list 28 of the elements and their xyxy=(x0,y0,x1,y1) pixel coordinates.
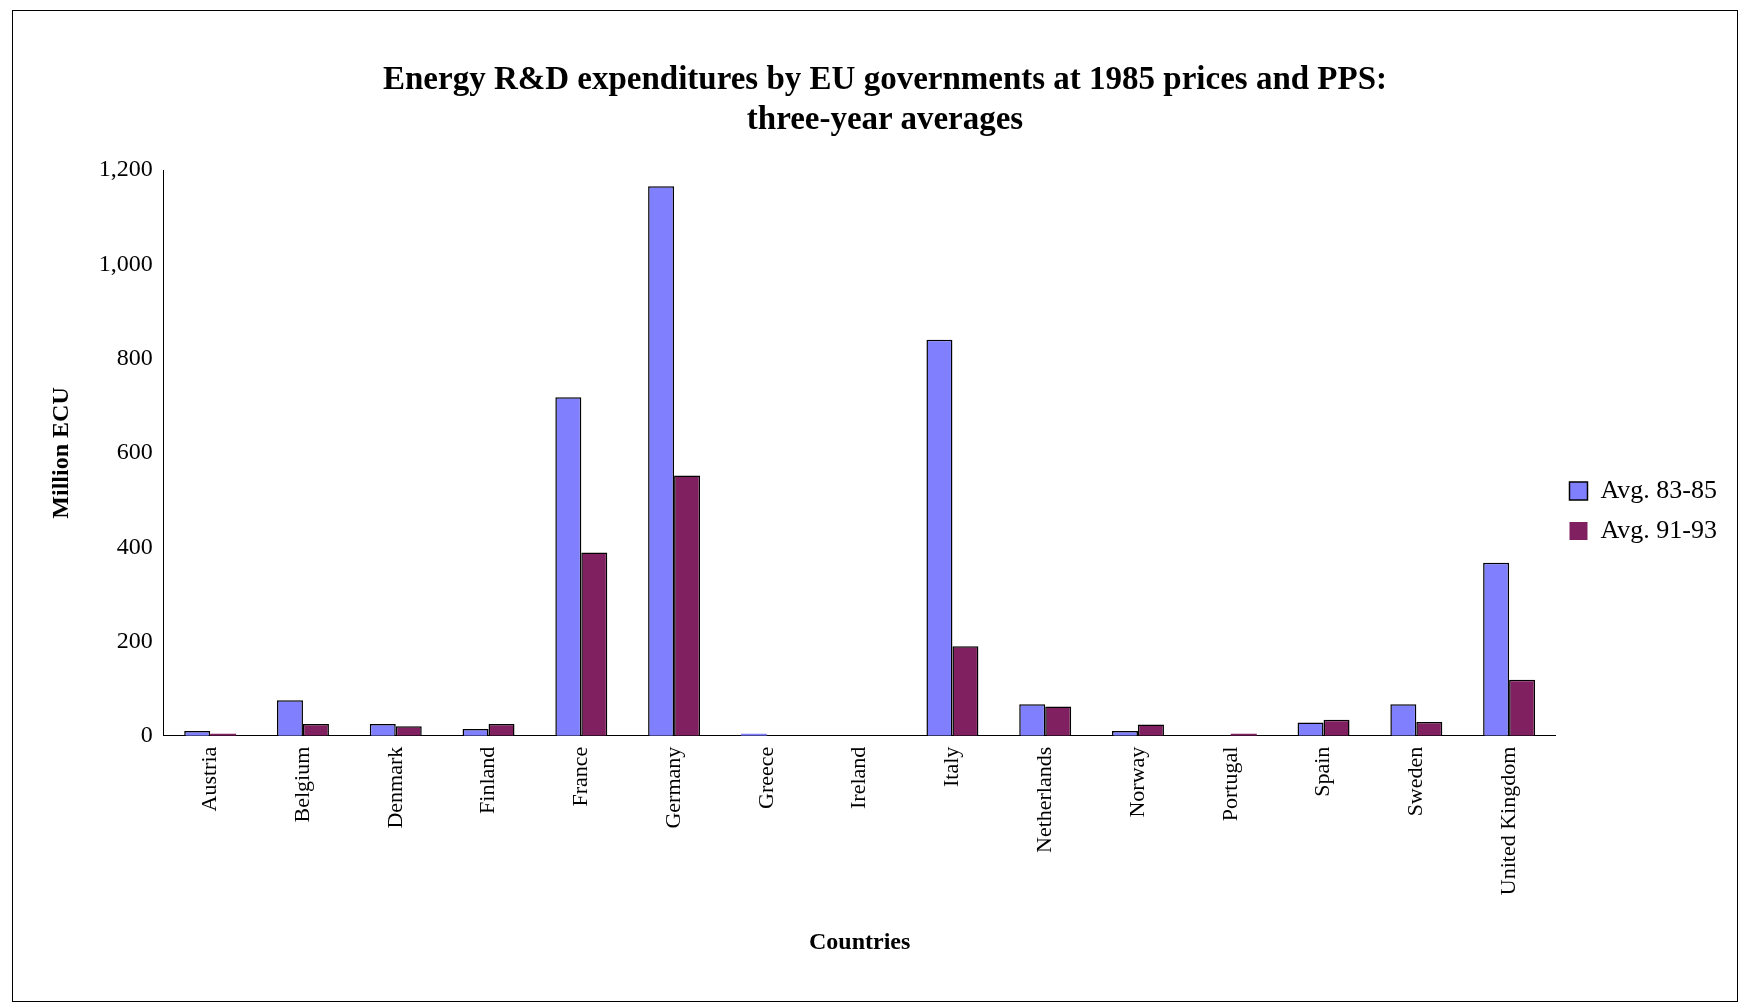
x-tick-label: Netherlands xyxy=(1030,746,1056,854)
y-tick-label: 1,200 xyxy=(98,155,153,182)
x-tick-label: Greece xyxy=(752,746,778,809)
x-tick-label: Italy xyxy=(938,746,964,788)
text: Energy R&D expenditures by EU governments at 1985 prices and PPS: xyxy=(382,60,1388,97)
x-tick-label: Portugal xyxy=(1216,746,1242,822)
x-tick-label: France xyxy=(567,746,593,807)
y-tick-label: 0 xyxy=(140,721,153,748)
x-tick-label: Austria xyxy=(195,746,221,812)
x-tick-label: Germany xyxy=(659,746,685,829)
text: three-year averages xyxy=(746,99,1024,136)
legend-label: Avg. 91-93 xyxy=(1600,514,1718,544)
y-axis-title: Million ECU xyxy=(46,387,73,519)
x-tick-label: Ireland xyxy=(845,746,871,810)
x-tick-label: Finland xyxy=(474,746,500,814)
y-tick-label: 400 xyxy=(116,532,153,559)
y-tick-label: 200 xyxy=(116,626,153,653)
x-tick-label: Norway xyxy=(1123,746,1149,818)
legend-label: Avg. 83-85 xyxy=(1600,474,1718,504)
x-tick-label: Sweden xyxy=(1402,746,1428,817)
y-tick-label: 600 xyxy=(116,438,153,465)
x-tick-label: Belgium xyxy=(288,746,314,823)
y-tick-label: 800 xyxy=(116,344,153,370)
y-tick-label: 1,000 xyxy=(98,249,153,276)
x-tick-label: United Kingdom xyxy=(1494,746,1520,896)
x-tick-label: Spain xyxy=(1309,746,1335,797)
x-axis-title: Countries xyxy=(808,927,911,954)
x-tick-label: Denmark xyxy=(381,746,407,829)
